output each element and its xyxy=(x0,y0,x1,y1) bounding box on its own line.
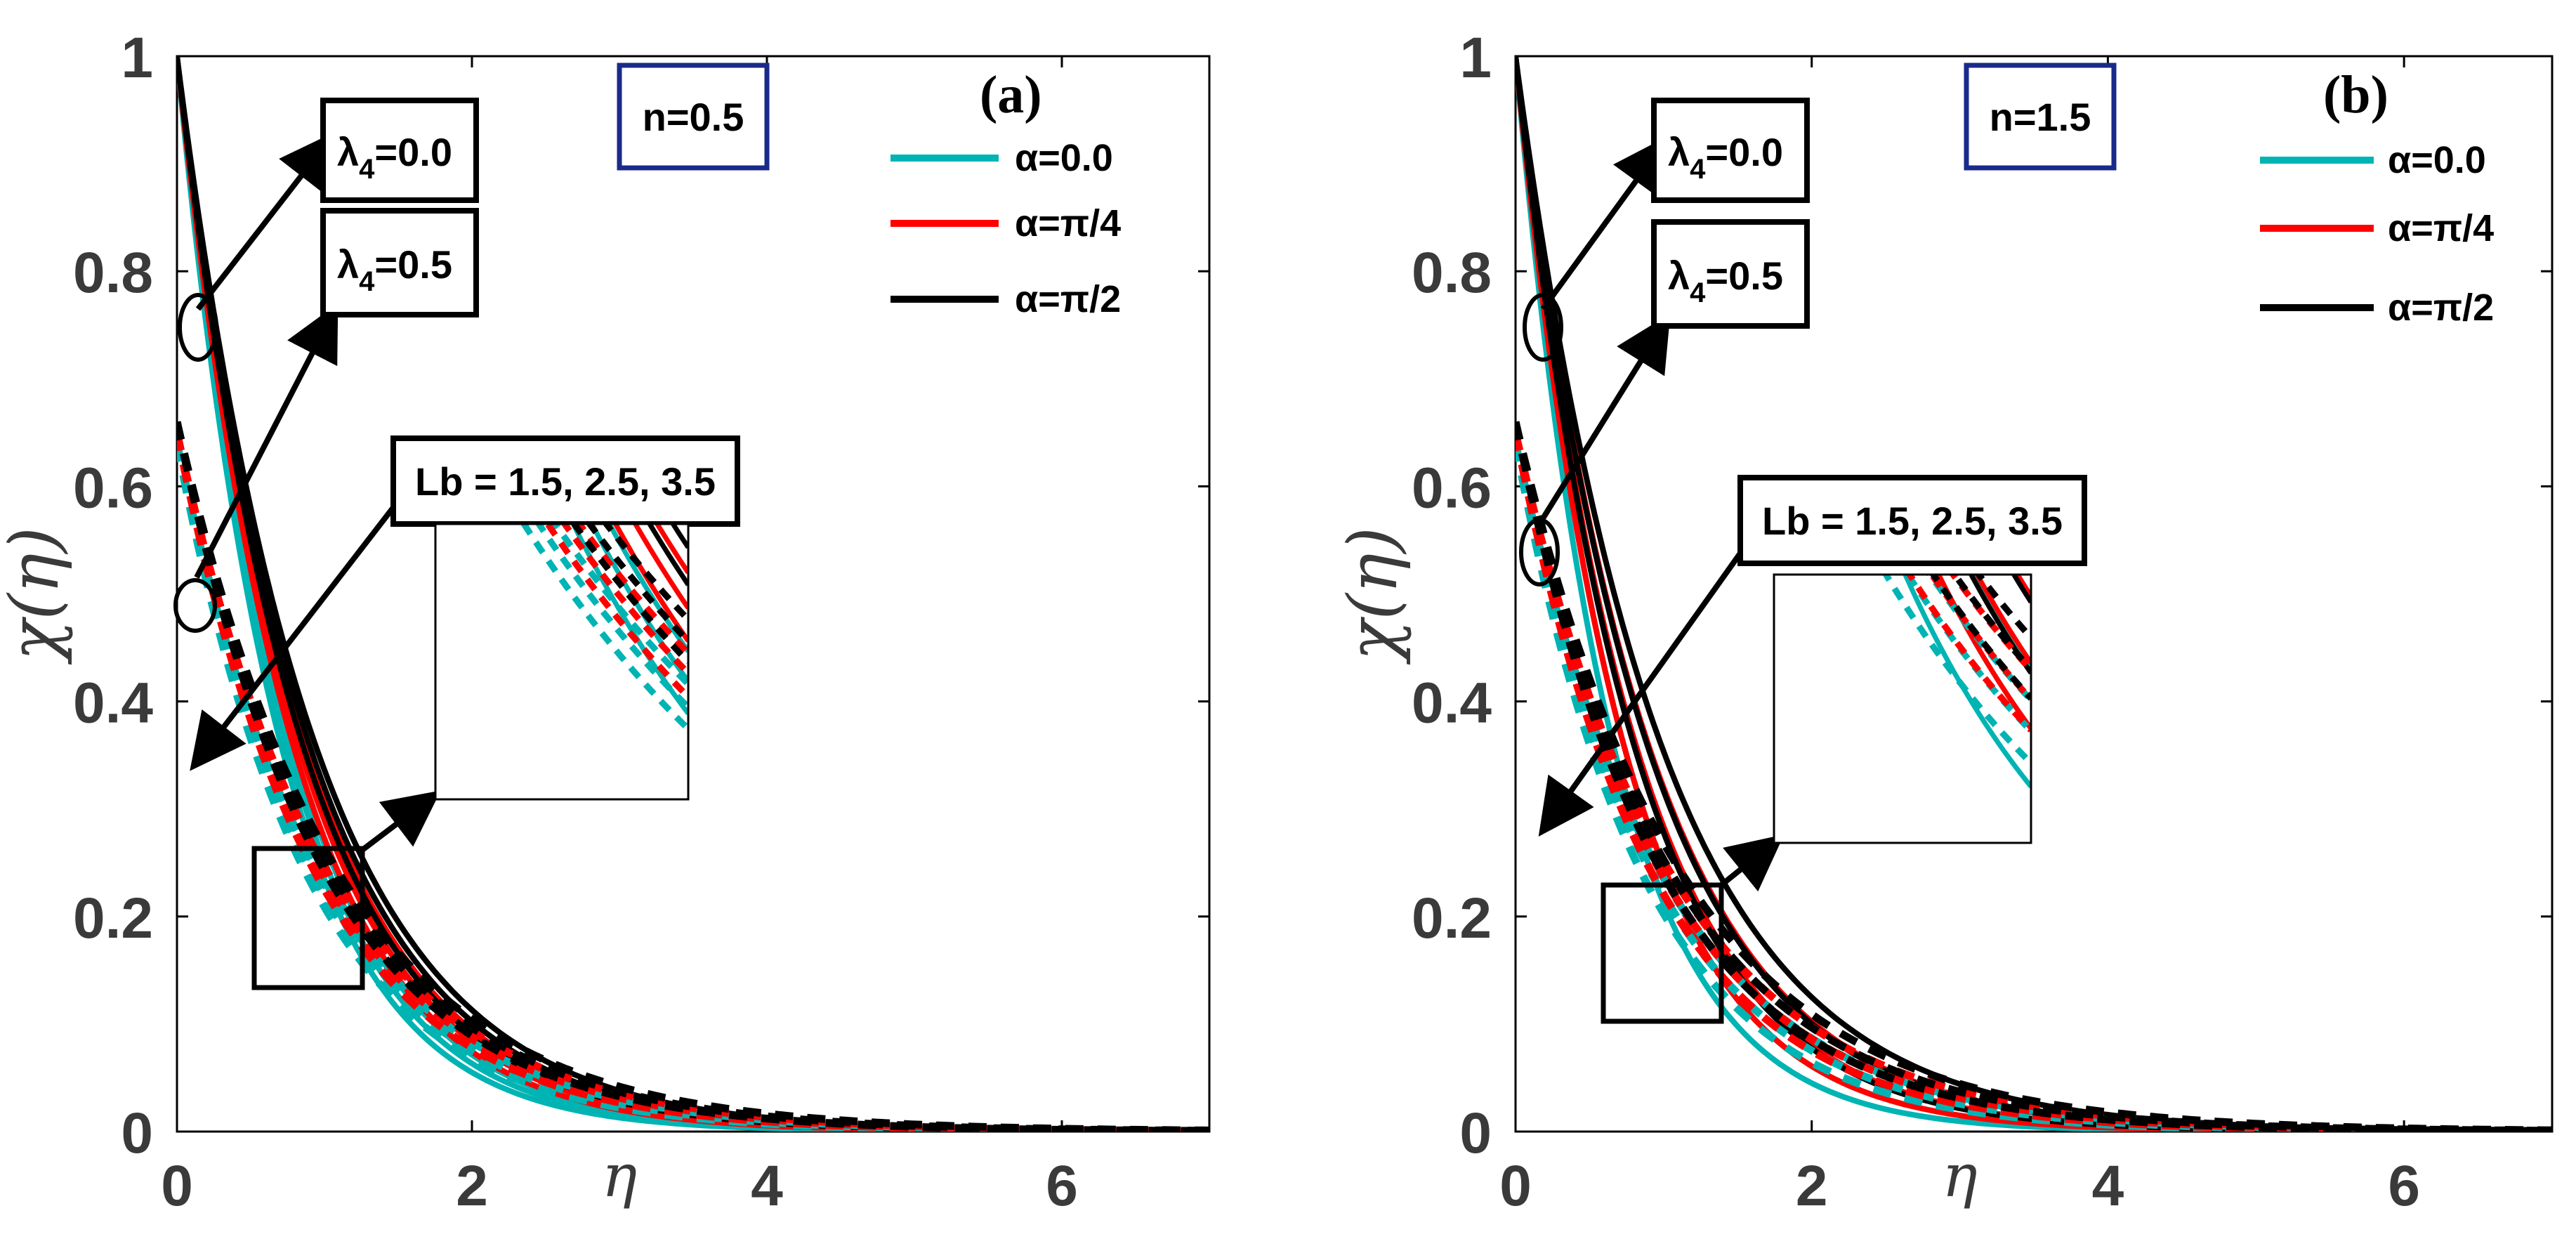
x-tick-label: 2 xyxy=(1796,1154,1828,1218)
lambda-solid-text: λ4=0.0 xyxy=(337,130,452,185)
inset-frame xyxy=(434,523,690,801)
legend-label: α=0.0 xyxy=(1015,137,1113,179)
inset-series-line xyxy=(1903,575,2031,789)
lambda-dashed-arrow xyxy=(194,303,339,579)
lb-box-text: Lb = 1.5, 2.5, 3.5 xyxy=(1762,499,2063,543)
lambda-solid-text: λ4=0.0 xyxy=(1668,130,1783,185)
legend-label: α=π/4 xyxy=(2388,207,2494,249)
param-box xyxy=(1964,63,2117,171)
y-tick-label: 0.8 xyxy=(1412,241,1492,305)
series-line xyxy=(177,431,1209,1132)
series-line xyxy=(177,421,1209,1132)
inset-series-line xyxy=(570,524,688,664)
y-tick-label: 0 xyxy=(1459,1101,1492,1165)
x-axis-label: η xyxy=(1942,1141,1977,1210)
y-tick-label: 0 xyxy=(121,1101,153,1165)
legend-label: α=π/2 xyxy=(2388,287,2494,329)
legend-label: α=π/2 xyxy=(1015,278,1121,320)
y-axis-label: χ(η) xyxy=(0,527,74,665)
inset-series-line xyxy=(1929,575,2031,701)
panel-label: (a) xyxy=(980,65,1042,124)
inset-series-line xyxy=(1971,575,2031,670)
y-tick-label: 0.6 xyxy=(1412,456,1492,520)
lb-arrow xyxy=(1538,547,1746,837)
y-axis-label: χ(η) xyxy=(1334,527,1412,665)
inset-series-line xyxy=(602,524,688,622)
panel-label: (b) xyxy=(2323,65,2388,124)
y-tick-label: 0.6 xyxy=(73,456,153,520)
y-tick-label: 0.8 xyxy=(73,241,153,305)
chart-panel-a: 0 2 4 6 0 0.2 0.4 0.6 0.8 1 η χ(η) n=0.5 (a) α=0.0 α=π/… xyxy=(0,26,1211,1218)
param-box-text: n=0.5 xyxy=(643,95,744,139)
series-line xyxy=(1516,443,2552,1132)
zoom-arrow xyxy=(360,790,441,853)
dashed-curve-marker xyxy=(173,578,217,633)
lambda-solid-arrow xyxy=(195,131,336,311)
lb-box xyxy=(390,435,740,527)
x-tick-label: 0 xyxy=(161,1154,193,1218)
series-group xyxy=(177,56,1209,1132)
y-tick-label: 1 xyxy=(1459,26,1492,90)
inset-series-line xyxy=(632,524,688,610)
x-tick-label: 6 xyxy=(2388,1154,2420,1218)
x-tick-label: 4 xyxy=(751,1154,783,1218)
lambda-solid-arrow xyxy=(1540,136,1669,311)
inset-series-line xyxy=(585,524,688,644)
lambda-solid-box xyxy=(1651,98,1810,203)
inset-series-line xyxy=(1905,575,2031,733)
inset-series-line xyxy=(560,524,688,676)
x-axis-label: η xyxy=(602,1141,637,1210)
plot-frame xyxy=(1514,55,2554,1133)
param-box-text: n=1.5 xyxy=(1990,95,2091,139)
inset-series-line xyxy=(1936,575,2031,730)
inset-series-line xyxy=(520,524,688,732)
series-group xyxy=(1516,56,2552,1132)
solid-curve-marker xyxy=(178,293,218,362)
inset-series-line xyxy=(1968,575,2031,675)
lambda-dashed-text: λ4=0.5 xyxy=(337,242,452,297)
y-tick-label: 0.2 xyxy=(73,886,153,950)
lambda-dashed-box xyxy=(320,208,479,317)
x-tick-label: 2 xyxy=(456,1154,488,1218)
series-line xyxy=(1516,431,2552,1132)
inset-series-line xyxy=(606,524,688,653)
lb-arrow xyxy=(190,501,400,771)
param-box xyxy=(617,63,770,171)
y-tick-label: 0.2 xyxy=(1412,886,1492,950)
lb-box-text: Lb = 1.5, 2.5, 3.5 xyxy=(415,459,716,504)
inset-series-line xyxy=(1950,575,2031,671)
series-line xyxy=(177,421,1209,1132)
lambda-solid-box xyxy=(320,98,479,203)
lb-box xyxy=(1737,475,2087,566)
chart-panel-b: 0 2 4 6 0 0.2 0.4 0.6 0.8 1 η χ(η) n=1.5 (b)α=0.0 α=π/… xyxy=(1334,26,2554,1218)
inset-series-line xyxy=(1882,575,2031,766)
legend-label: α=0.0 xyxy=(2388,139,2486,181)
lambda-dashed-arrow xyxy=(1537,313,1671,526)
x-tick-label: 0 xyxy=(1499,1154,1532,1218)
y-tick-label: 0.4 xyxy=(73,671,153,735)
series-line xyxy=(177,421,1209,1132)
x-tick-label: 6 xyxy=(1046,1154,1078,1218)
inset-frame xyxy=(1773,573,2032,844)
inset-series-line xyxy=(544,524,688,700)
zoom-region xyxy=(1601,882,1724,1024)
inset-series-line xyxy=(1974,575,2031,664)
legend-label: α=π/4 xyxy=(1015,202,1121,244)
x-tick-label: 4 xyxy=(2092,1154,2124,1218)
inset-series-group xyxy=(520,524,688,732)
series-line xyxy=(1516,421,2552,1132)
zoom-arrow xyxy=(1719,834,1785,892)
zoom-region xyxy=(251,846,365,990)
y-tick-label: 0.4 xyxy=(1412,671,1492,735)
lambda-dashed-text: λ4=0.5 xyxy=(1668,254,1783,308)
inset-series-group xyxy=(1882,575,2031,789)
inset-background xyxy=(435,524,688,799)
lambda-dashed-box xyxy=(1651,219,1810,329)
series-line xyxy=(177,443,1209,1132)
solid-curve-marker xyxy=(1523,293,1563,362)
y-tick-label: 1 xyxy=(121,26,153,90)
